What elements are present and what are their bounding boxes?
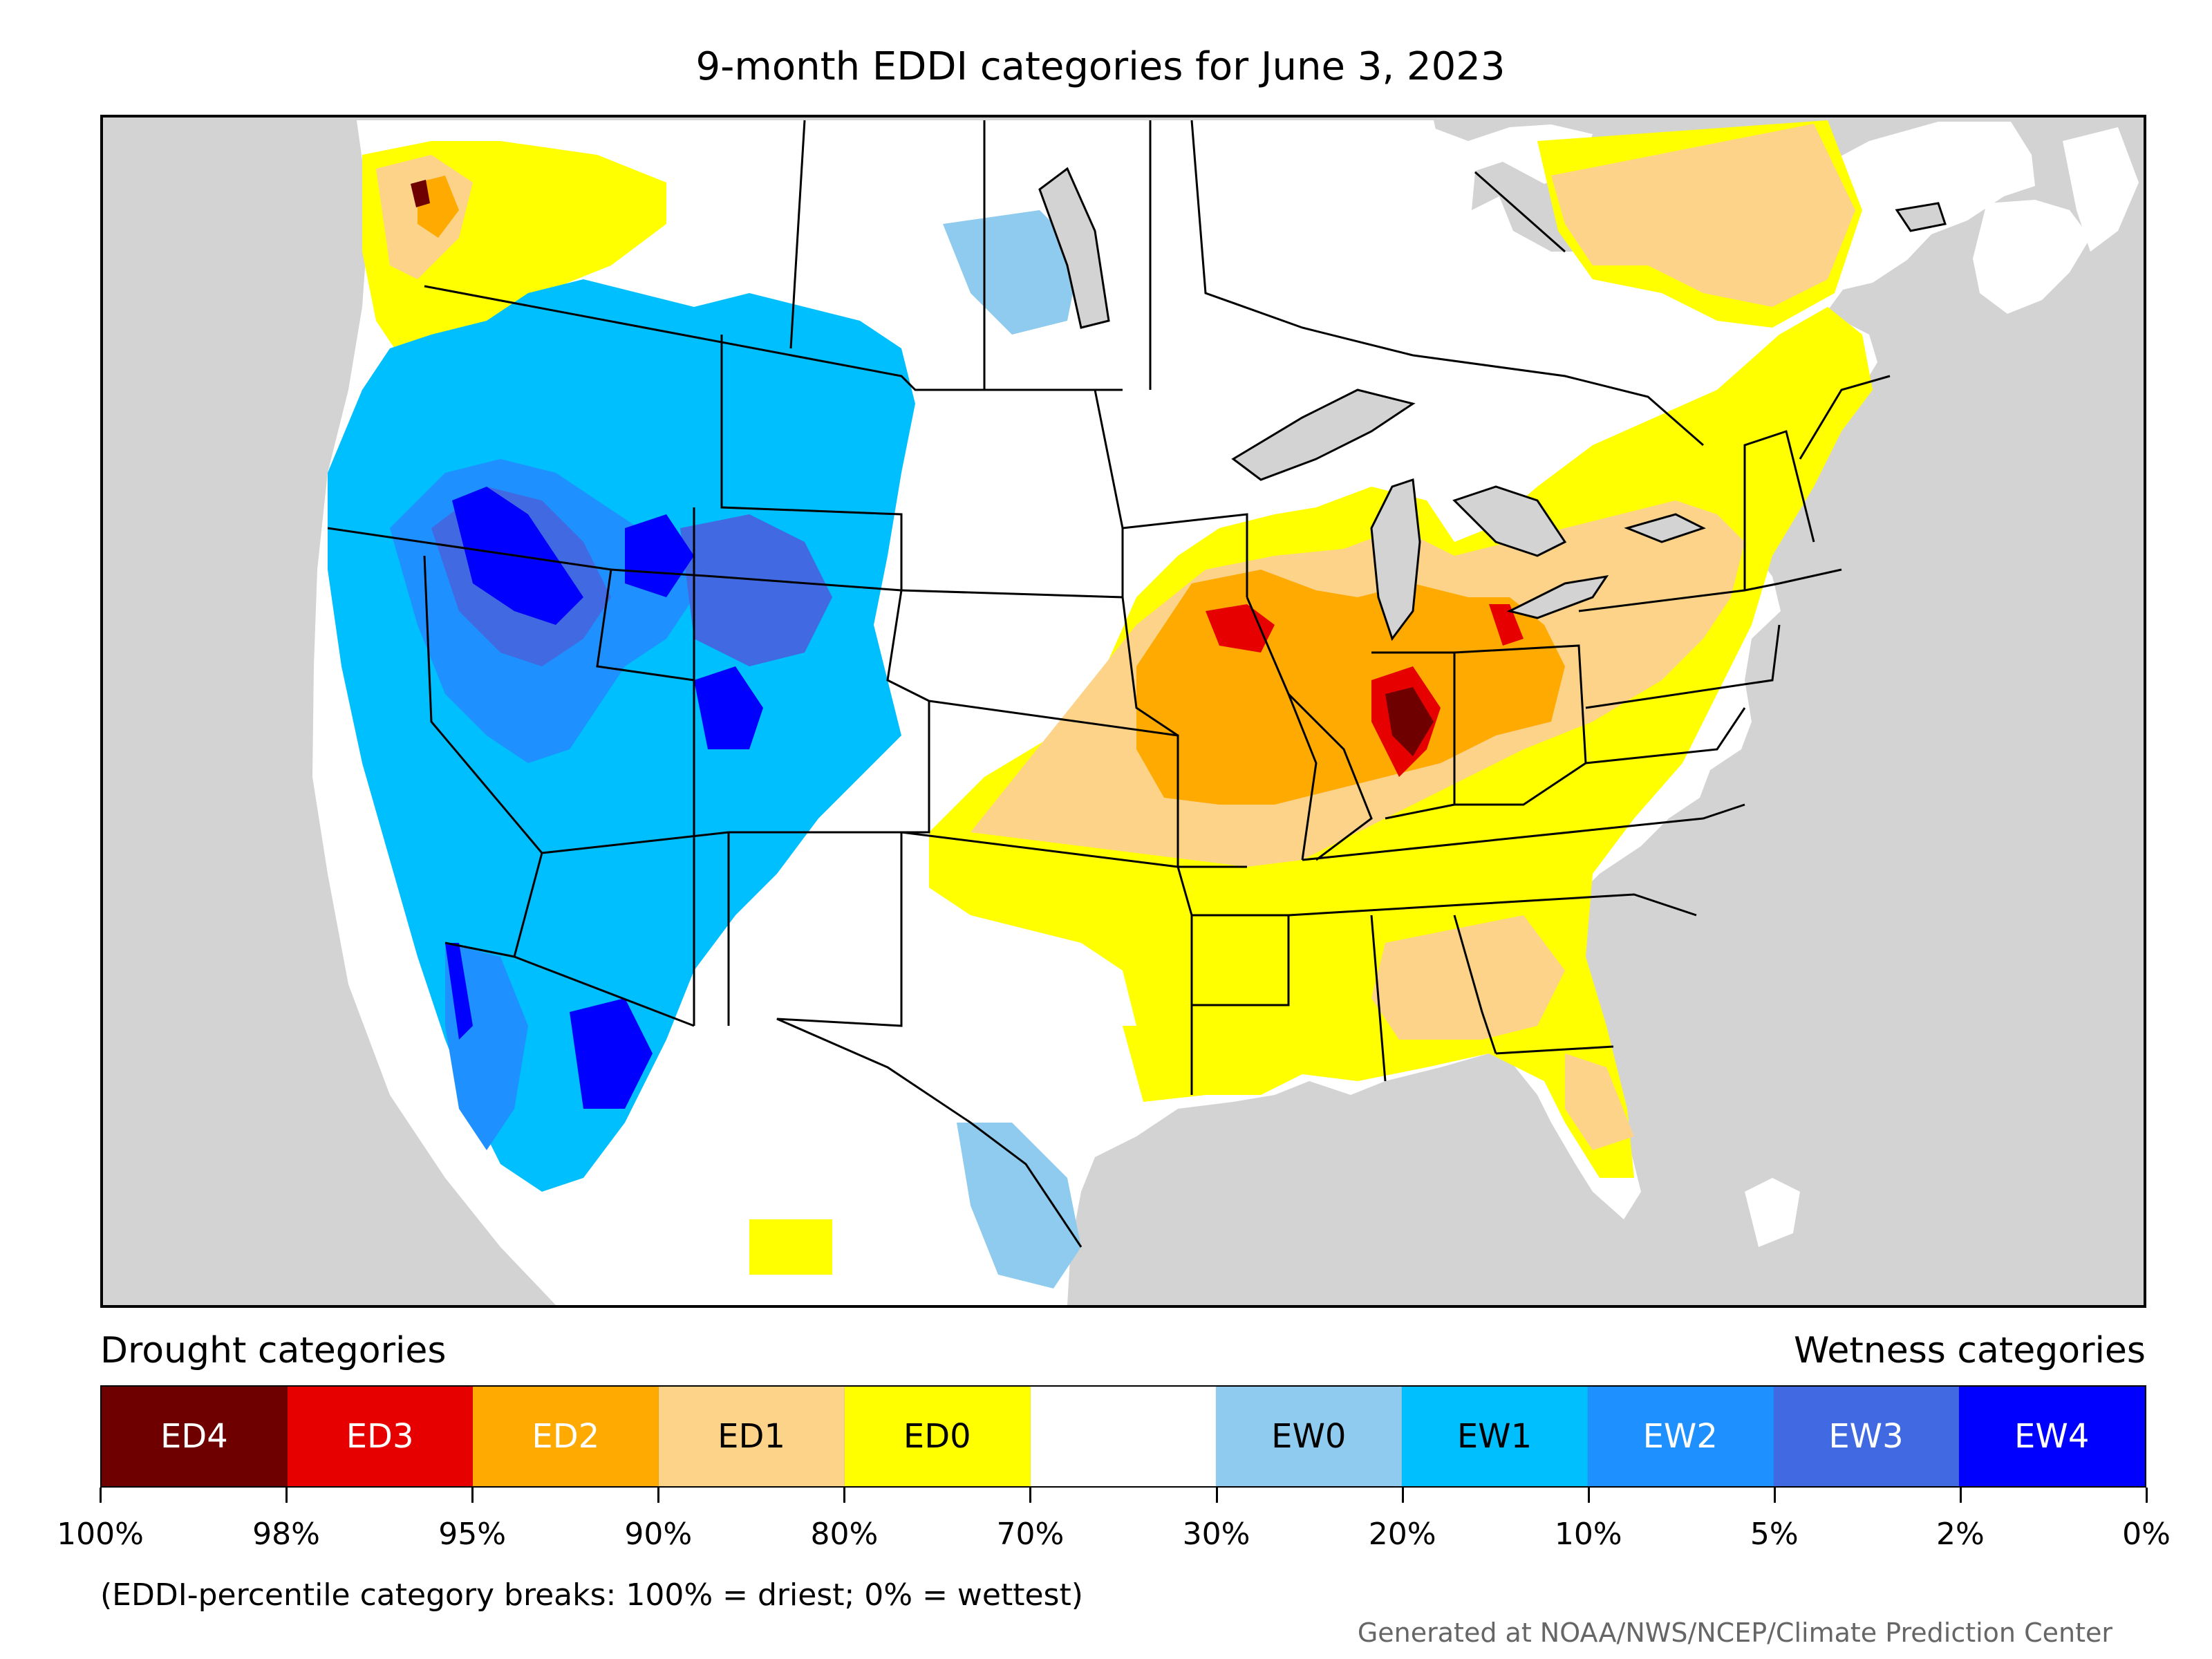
legend-cell-normal: [1030, 1387, 1217, 1486]
legend-tick: [100, 1488, 102, 1503]
legend-tick: [1587, 1488, 1590, 1503]
legend-tick-label: 10%: [1554, 1517, 1622, 1552]
legend-tick: [657, 1488, 660, 1503]
legend-tick-label: 30%: [1182, 1517, 1250, 1552]
credit-line: Generated at NOAA/NWS/NCEP/Climate Predi…: [1357, 1618, 2112, 1648]
legend-tick: [471, 1488, 474, 1503]
legend-tick: [1401, 1488, 1404, 1503]
legend-tick-label: 100%: [57, 1517, 144, 1552]
legend-tick-label: 98%: [252, 1517, 320, 1552]
legend-tick-label: 70%: [996, 1517, 1065, 1552]
legend-cell-ed4: ED4: [102, 1387, 288, 1486]
great-lakes: [1038, 167, 1947, 641]
map-title: 9-month EDDI categories for June 3, 2023: [695, 44, 1506, 89]
category-legend-bar: ED4 ED3 ED2 ED1 ED0 EW0 EW1 EW2 EW3 EW4: [100, 1385, 2146, 1488]
legend-cell-ew3: EW3: [1773, 1387, 1960, 1486]
wetness-categories-heading: Wetness categories: [1794, 1330, 2146, 1371]
legend-tick: [1959, 1488, 1962, 1503]
eddi-map: [100, 115, 2146, 1308]
state-boundaries: [327, 120, 1891, 1248]
wetness-areas: [328, 210, 1081, 1288]
legend-tick: [1029, 1488, 1032, 1503]
category-breaks-note: (EDDI-percentile category breaks: 100% =…: [100, 1577, 1083, 1613]
legend-tick: [1773, 1488, 1776, 1503]
legend-cell-ew4: EW4: [1959, 1387, 2146, 1486]
legend-tick-label: 95%: [438, 1517, 507, 1552]
legend-tick-label: 5%: [1750, 1517, 1799, 1552]
legend-cell-ed1: ED1: [659, 1387, 845, 1486]
legend-cell-ew1: EW1: [1402, 1387, 1588, 1486]
legend-tick-label: 0%: [2122, 1517, 2171, 1552]
legend-tick-label: 2%: [1936, 1517, 1985, 1552]
legend-ticks: [100, 1488, 2148, 1504]
legend-cell-ed0: ED0: [844, 1387, 1031, 1486]
legend-tick-label: 90%: [624, 1517, 693, 1552]
legend-tick: [843, 1488, 846, 1503]
legend-tick: [285, 1488, 288, 1503]
legend-tick: [2146, 1488, 2148, 1503]
drought-categories-heading: Drought categories: [100, 1330, 447, 1371]
legend-cell-ew2: EW2: [1587, 1387, 1774, 1486]
legend-tick-label: 20%: [1368, 1517, 1436, 1552]
legend-tick: [1215, 1488, 1218, 1503]
legend-tick-label: 80%: [810, 1517, 879, 1552]
legend-cell-ed3: ED3: [287, 1387, 474, 1486]
legend-cell-ed2: ED2: [473, 1387, 659, 1486]
legend-cell-ew0: EW0: [1216, 1387, 1403, 1486]
